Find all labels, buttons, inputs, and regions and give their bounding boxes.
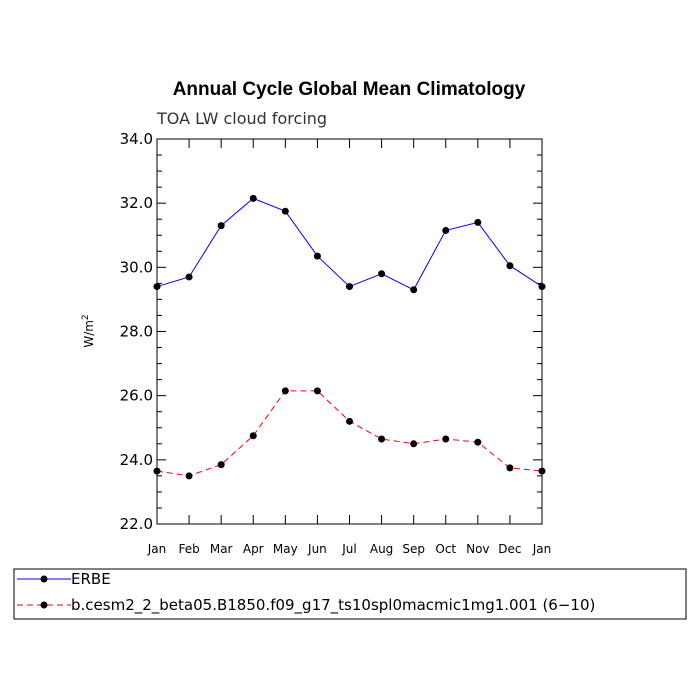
series-1-point (346, 417, 353, 425)
y-tick-label: 34.0 (120, 130, 153, 148)
y-tick-label: 22.0 (120, 515, 153, 533)
series-1-point (538, 467, 546, 475)
series-1-point (313, 387, 321, 395)
y-tick-label: 32.0 (120, 194, 153, 212)
series-1-point (153, 467, 161, 475)
legend-marker-model (40, 601, 48, 609)
x-tick-label: Aug (370, 542, 393, 556)
series-0-point (474, 218, 482, 226)
x-tick-label: May (273, 542, 298, 556)
y-axis-label-superscript: 2 (81, 314, 91, 320)
x-tick-label: Jan (147, 542, 167, 556)
series-0-point (153, 283, 161, 291)
x-tick-label: Oct (435, 542, 456, 556)
x-tick-label: Jul (341, 542, 356, 556)
series-0-point (506, 262, 514, 270)
legend-marker-erbe (40, 575, 48, 583)
series-line-0 (156, 197, 543, 291)
y-tick-label: 28.0 (120, 323, 153, 341)
series-1-point (378, 435, 386, 443)
series-0-point (346, 283, 353, 291)
series-1-point (185, 472, 193, 480)
series-0-point (410, 286, 418, 294)
x-tick-label: Mar (210, 542, 233, 556)
series-1-point (249, 432, 257, 440)
series-1-point (474, 438, 482, 446)
x-tick-label: Jun (307, 542, 327, 556)
y-tick-labels: 22.0 24.0 26.0 28.0 30.0 32.0 34.0 (120, 130, 153, 533)
chart-subtitle: TOA LW cloud forcing (156, 109, 327, 128)
series-line-1 (156, 390, 543, 477)
legend-box (13, 568, 687, 620)
x-tick-labels: Jan Feb Mar Apr May Jun Jul Aug Sep Oct Nov Dec Jan (147, 542, 552, 556)
x-tick-label: Nov (466, 542, 489, 556)
plot-frame (156, 138, 543, 525)
series-1-point (217, 461, 225, 469)
x-tick-label: Apr (243, 542, 264, 556)
series-0-point (538, 283, 546, 291)
legend-label-model: b.cesm2_2_beta05.B1850.f09_g17_ts10spl0m… (71, 596, 595, 615)
plot-axes (156, 138, 543, 525)
x-tick-label: Jan (532, 542, 552, 556)
chart-title: Annual Cycle Global Mean Climatology (173, 79, 526, 100)
series-layer (153, 194, 546, 480)
y-axis-label: W/m2 (81, 314, 96, 347)
x-tick-label: Sep (402, 542, 425, 556)
legend-label-erbe: ERBE (71, 570, 111, 588)
series-1-point (442, 435, 450, 443)
series-0-point (185, 273, 193, 281)
series-1-point (506, 464, 514, 472)
series-0-point (249, 194, 257, 202)
series-0-point (378, 270, 386, 278)
series-1-point (410, 440, 418, 448)
series-0-point (442, 226, 450, 234)
series-0-point (313, 252, 321, 260)
series-1-point (281, 387, 289, 395)
series-0-point (281, 207, 289, 215)
x-tick-label: Dec (498, 542, 521, 556)
y-tick-label: 26.0 (120, 387, 153, 405)
series-0-point (217, 222, 225, 230)
x-tick-label: Feb (178, 542, 199, 556)
y-tick-label: 30.0 (120, 258, 153, 276)
y-axis-label-text: W/m (82, 320, 96, 348)
legend: ERBE b.cesm2_2_beta05.B1850.f09_g17_ts10… (13, 568, 687, 620)
y-tick-label: 24.0 (120, 451, 153, 469)
